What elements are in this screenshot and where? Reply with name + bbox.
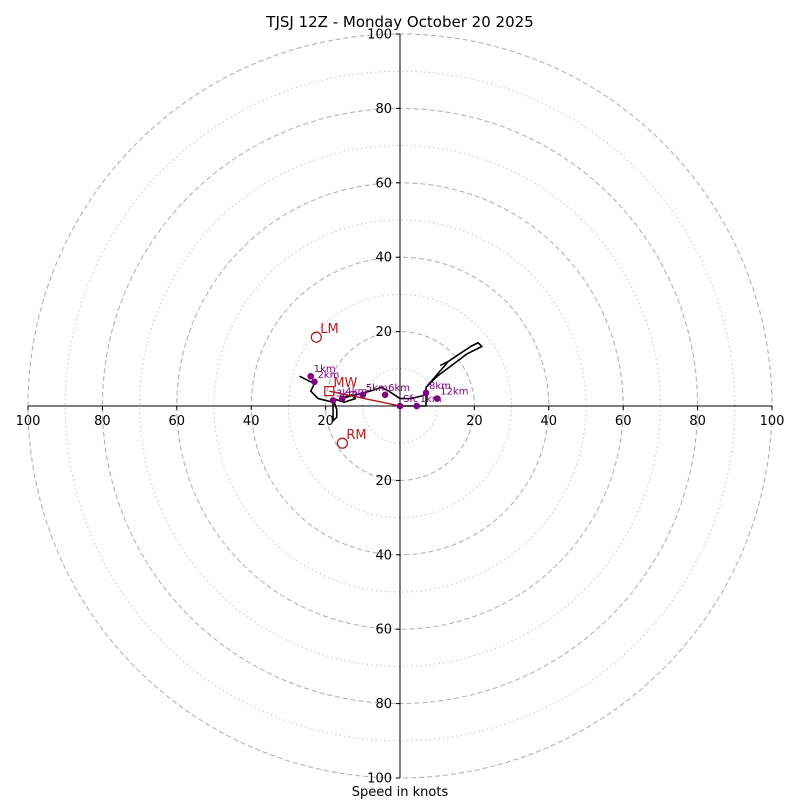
x-tick-label: 100: [760, 414, 785, 429]
x-axis-label: Speed in knots: [352, 785, 449, 800]
y-tick-label: 80: [375, 102, 392, 117]
mean-wind-marker: [324, 385, 335, 397]
hodograph-trace: [299, 341, 483, 422]
height-marker-point: [339, 395, 346, 402]
shear-vector-line: [329, 390, 401, 407]
y-tick-label: 20: [375, 325, 392, 340]
height-marker-label: 1km: [314, 364, 336, 375]
height-marker-label: 12km: [440, 387, 468, 398]
height-marker-label: 2km: [317, 370, 339, 381]
y-tick-label: 60: [375, 623, 392, 638]
height-marker-point: [396, 402, 404, 410]
chart-title: TJSJ 12Z - Monday October 20 2025: [265, 13, 533, 31]
height-marker-label: 4km: [345, 387, 367, 398]
height-marker-point: [413, 402, 421, 410]
height-marker-label: 6km: [388, 383, 410, 394]
height-marker-point: [307, 372, 315, 380]
height-marker-point: [359, 391, 367, 399]
tick-labels: 100 80 60 40 20 20 40 60 80 100 100 80 60 40 20 20 40 60 8…: [16, 28, 785, 787]
x-tick-label: 60: [169, 414, 186, 429]
height-marker-point: [433, 395, 441, 402]
hodograph-trace-layer: [299, 341, 483, 422]
x-tick-label: 80: [94, 414, 111, 429]
y-tick-label: 100: [367, 772, 392, 787]
height-marker-label: 1km: [420, 394, 442, 405]
y-tick-label: 40: [375, 548, 392, 563]
height-marker-label: 3km: [336, 388, 358, 399]
height-marker-point: [422, 389, 430, 397]
x-tick-label: 40: [541, 414, 558, 429]
storm-motion-label: MW: [333, 376, 357, 391]
storm-motion-marker: [336, 437, 348, 449]
x-tick-label: 20: [317, 414, 334, 429]
y-tick-label: 80: [375, 697, 392, 712]
x-tick-label: 20: [466, 414, 483, 429]
storm-motion-marker: [310, 331, 322, 343]
height-marker-label: 5km: [366, 383, 388, 394]
y-tick-label: 60: [375, 176, 392, 191]
y-tick-label: 40: [375, 251, 392, 266]
y-tick-label: 20: [375, 474, 392, 489]
height-marker-point: [311, 378, 318, 386]
height-marker-label: 8km: [429, 381, 451, 392]
storm-motion-label: LM: [320, 322, 338, 337]
x-tick-label: 40: [243, 414, 260, 429]
storm-motion-label: RM: [346, 428, 366, 443]
height-marker-label: Sfc: [403, 394, 418, 405]
height-marker-point: [381, 391, 389, 399]
storm-motion-markers: LM RM MW: [310, 322, 367, 449]
y-tick-label: 100: [367, 28, 392, 43]
height-marker-point: [329, 397, 337, 404]
x-tick-label: 100: [16, 414, 41, 429]
x-tick-label: 60: [615, 414, 632, 429]
x-tick-label: 80: [689, 414, 706, 429]
